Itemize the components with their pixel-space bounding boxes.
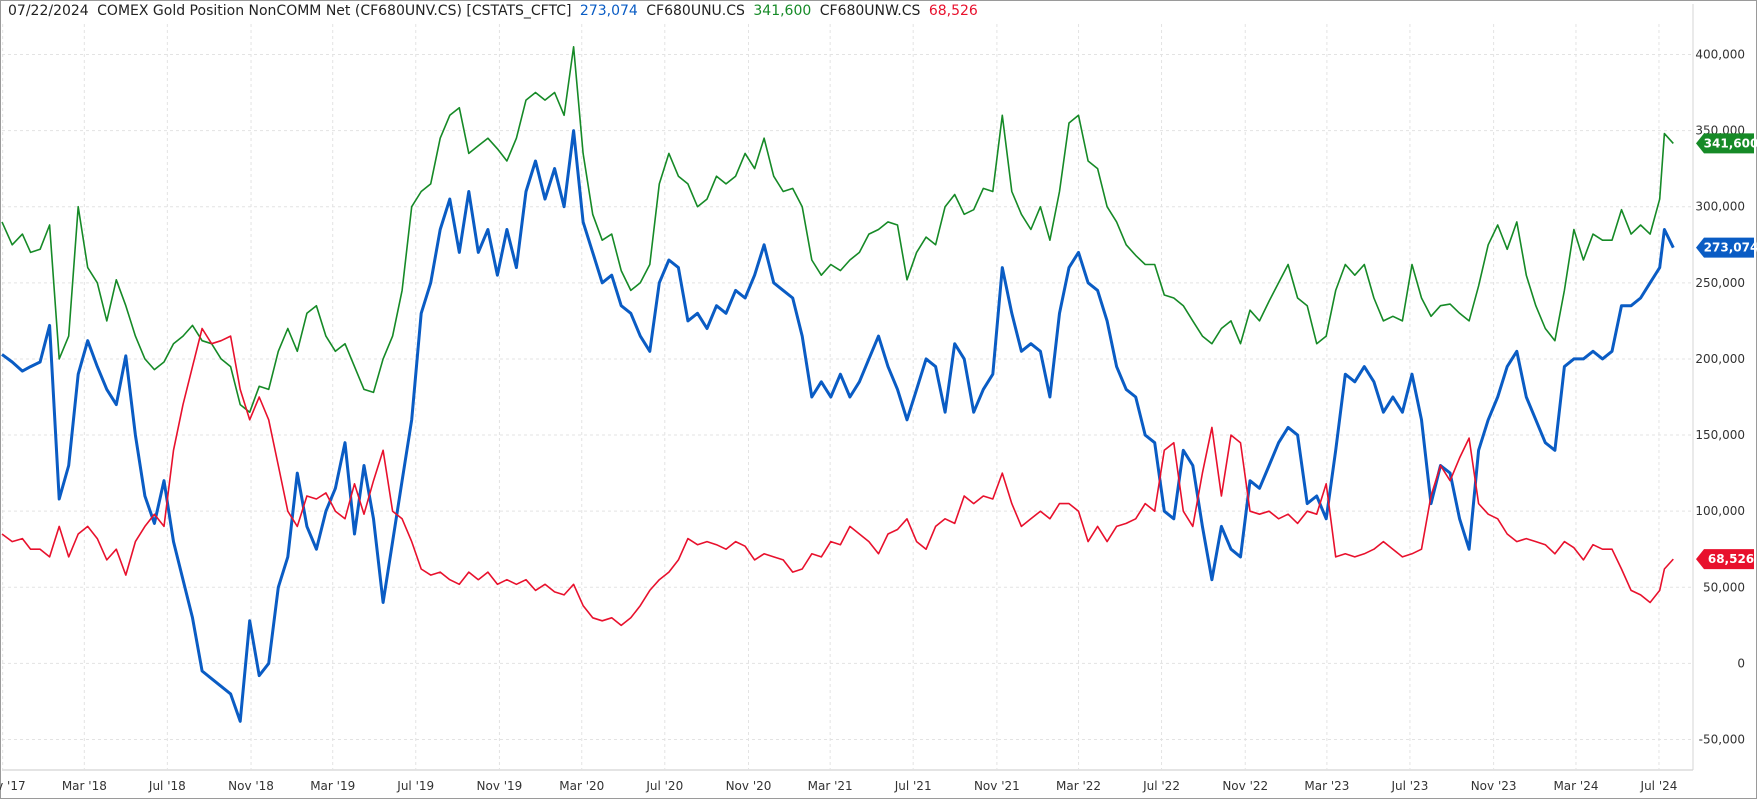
last-value-tag (1696, 133, 1754, 154)
header-title: COMEX Gold Position NonCOMM Net (CF680UN… (97, 3, 572, 19)
y-tick-label: 200,000 (1695, 352, 1745, 366)
header-date: 07/22/2024 (8, 3, 89, 19)
x-tick-label: Mar '19 (310, 779, 355, 793)
x-tick-label: Nov '19 (477, 779, 523, 793)
x-tick-label: Nov '20 (726, 779, 772, 793)
x-tick-label: Jul '23 (1390, 779, 1428, 793)
header-long-symbol: CF680UNU.CS (646, 3, 745, 19)
x-tick-label: Mar '18 (62, 779, 107, 793)
y-tick-label: 250,000 (1695, 276, 1745, 290)
x-tick-label: Mar '20 (559, 779, 604, 793)
y-tick-label: -50,000 (1699, 733, 1745, 747)
y-tick-label: 0 (1737, 656, 1745, 670)
x-tick-label: Nov '21 (974, 779, 1020, 793)
header-long-value: 341,600 (753, 3, 812, 19)
last-value-label: 68,526 (1708, 552, 1754, 566)
series-line-cf680unv-cs (1, 129, 1675, 723)
y-tick-label: 50,000 (1703, 580, 1745, 594)
x-tick-label: Jul '21 (894, 779, 932, 793)
x-tick-label: Mar '23 (1304, 779, 1349, 793)
x-tick-label: Nov '23 (1471, 779, 1517, 793)
last-value-tag (1696, 549, 1754, 570)
header-short-value: 68,526 (928, 3, 978, 19)
last-value-tag (1696, 237, 1754, 258)
y-tick-label: 150,000 (1695, 428, 1745, 442)
series-line-cf680unu-cs (1, 46, 1674, 413)
x-tick-label: Jul '20 (645, 779, 683, 793)
x-tick-label: Nov '22 (1222, 779, 1268, 793)
x-tick-label: Mar '21 (808, 779, 853, 793)
x-tick-label: Jul '19 (396, 779, 434, 793)
x-tick-label: Mar '22 (1056, 779, 1101, 793)
x-tick-label: Nov '17 (0, 779, 26, 793)
header-short-symbol: CF680UNW.CS (819, 3, 921, 19)
x-tick-label: Jul '22 (1142, 779, 1180, 793)
last-value-label: 273,074 (1704, 241, 1757, 255)
x-tick-label: Nov '18 (228, 779, 274, 793)
x-tick-label: Jul '18 (148, 779, 186, 793)
header-net-value: 273,074 (579, 3, 638, 19)
y-tick-label: 300,000 (1695, 200, 1745, 214)
last-value-label: 341,600 (1704, 136, 1757, 150)
y-tick-label: 400,000 (1695, 47, 1745, 61)
y-tick-label: 100,000 (1695, 504, 1745, 518)
chart-header: 07/22/2024 COMEX Gold Position NonCOMM N… (8, 3, 982, 19)
series-line-cf680unw-cs (1, 327, 1674, 627)
x-tick-label: Mar '24 (1553, 779, 1598, 793)
x-tick-label: Jul '24 (1640, 779, 1678, 793)
